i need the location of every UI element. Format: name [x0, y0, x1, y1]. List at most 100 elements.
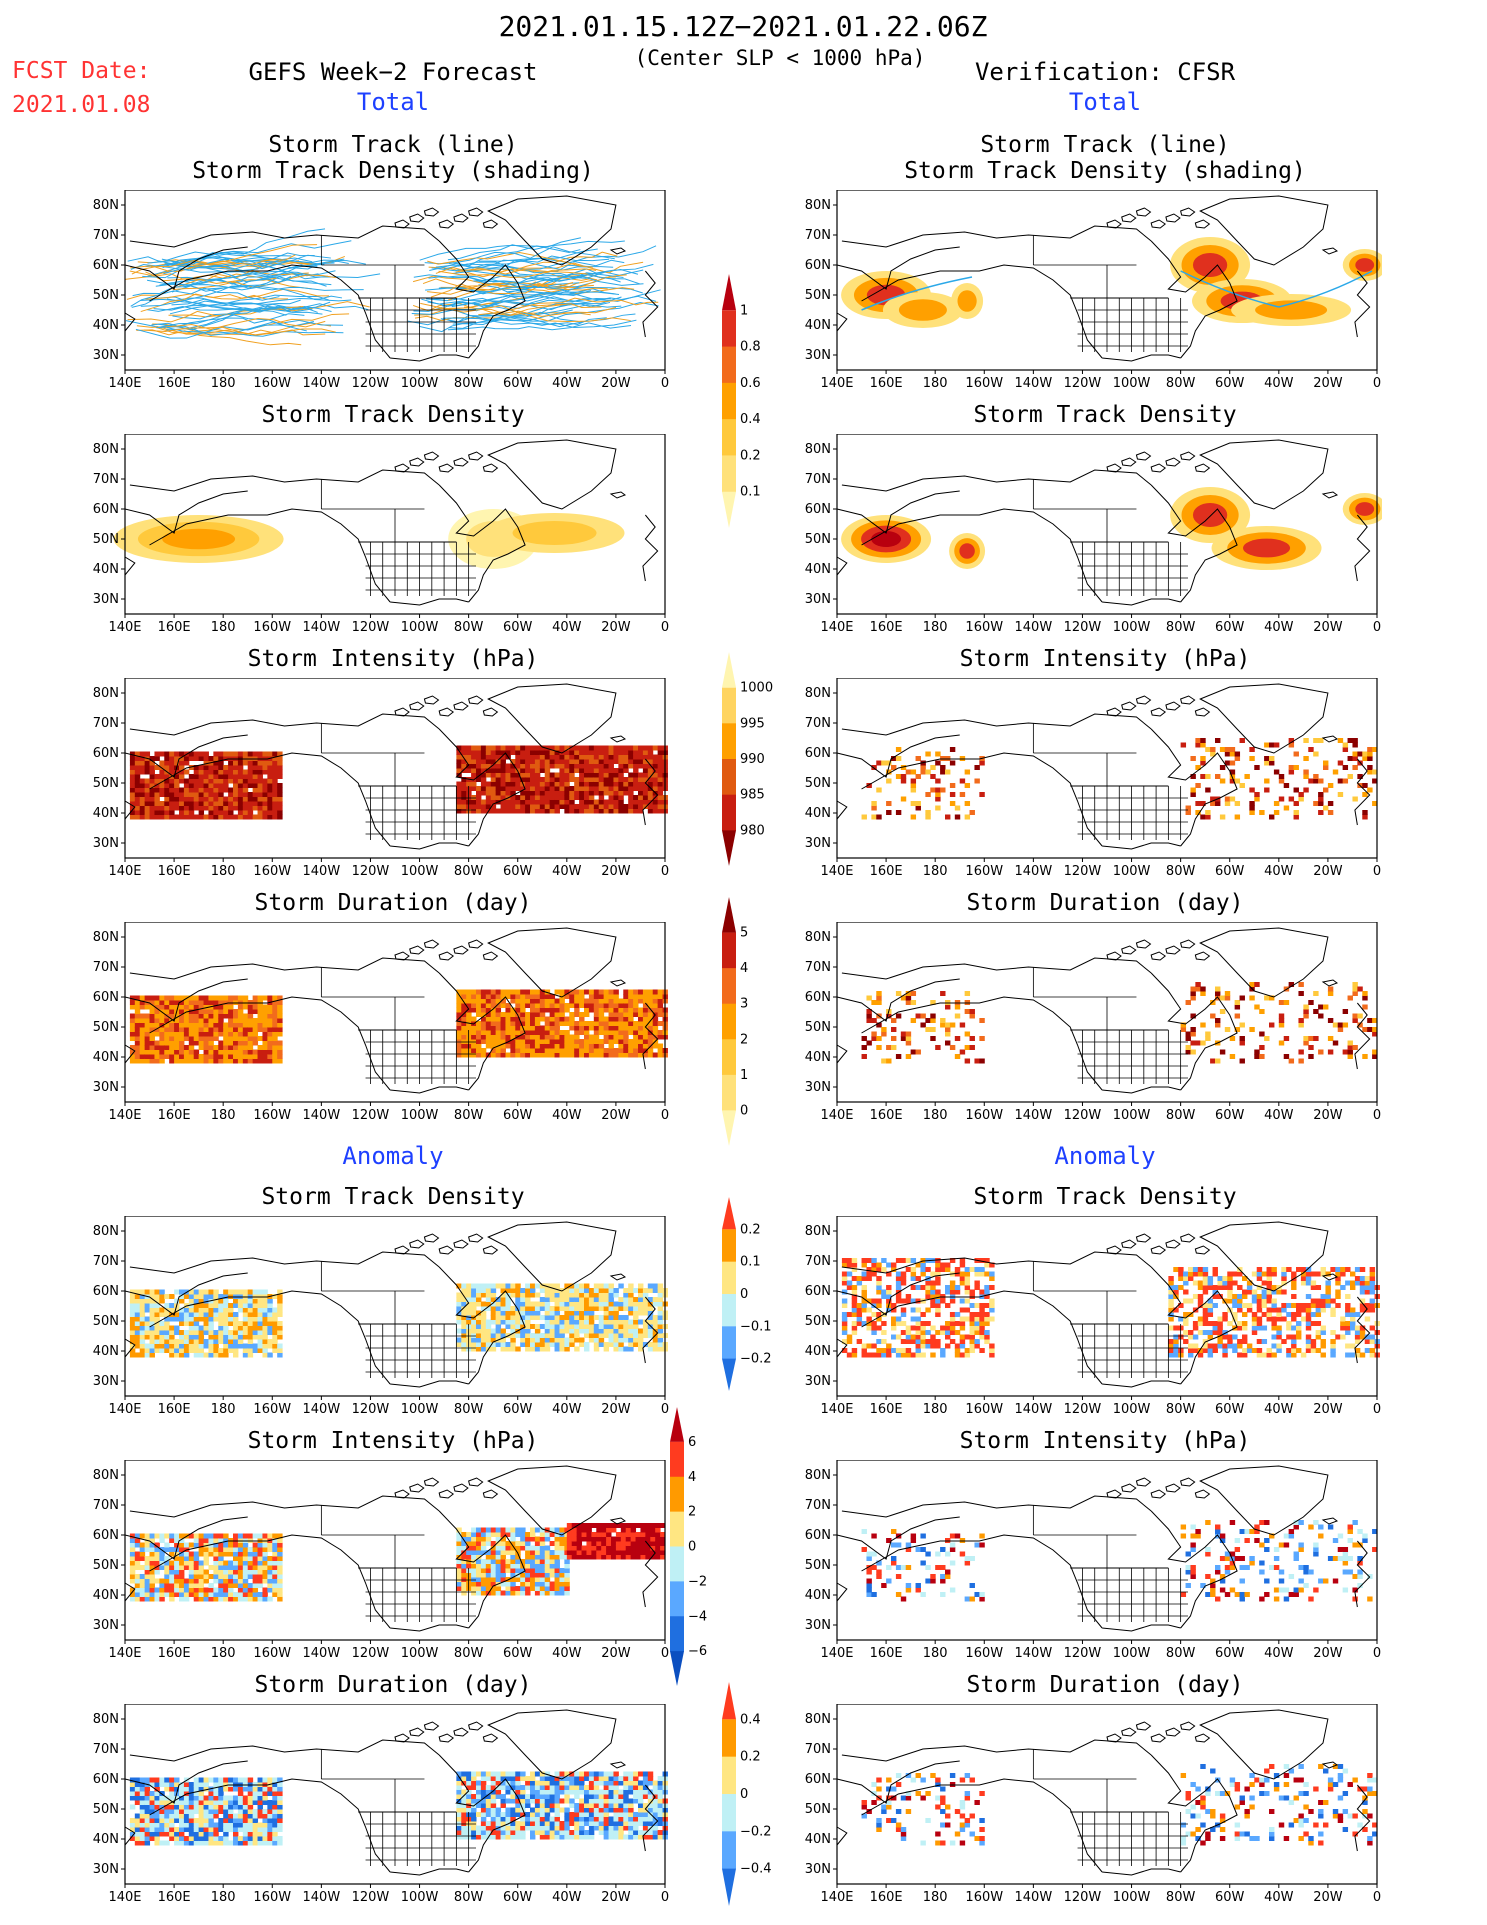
- svg-text:20W: 20W: [1313, 1108, 1343, 1123]
- map-track-forecast: 80N 70N 60N 50N 40N 30N 140E 160E 180 160W 140W 120…: [93, 190, 669, 391]
- svg-text:40N: 40N: [93, 318, 119, 333]
- svg-text:50N: 50N: [805, 1020, 831, 1035]
- svg-text:180: 180: [923, 620, 948, 635]
- svg-text:0: 0: [1373, 620, 1381, 635]
- svg-text:120W: 120W: [1064, 376, 1102, 391]
- svg-text:30N: 30N: [805, 1080, 831, 1095]
- svg-text:120W: 120W: [352, 1402, 390, 1417]
- svg-text:70N: 70N: [805, 960, 831, 975]
- svg-text:40N: 40N: [93, 1344, 119, 1359]
- svg-text:100W: 100W: [401, 864, 439, 879]
- svg-text:40N: 40N: [93, 562, 119, 577]
- svg-text:30N: 30N: [93, 348, 119, 363]
- svg-text:160E: 160E: [870, 1108, 903, 1123]
- panel-title-intensity-right: Storm Intensity (hPa): [959, 646, 1251, 672]
- colorbar-anom-density: 0.20.10−0.1−0.2: [722, 1197, 772, 1391]
- svg-text:40W: 40W: [1264, 620, 1294, 635]
- svg-text:80W: 80W: [1166, 1108, 1196, 1123]
- svg-text:30N: 30N: [805, 836, 831, 851]
- panel-title-anom-duration-left: Storm Duration (day): [254, 1672, 532, 1698]
- panel-title-track-left-2: Storm Track Density (shading): [192, 158, 594, 184]
- svg-text:100W: 100W: [1113, 1108, 1151, 1123]
- fcst-date-value: 2021.01.08: [12, 92, 151, 118]
- svg-text:20W: 20W: [1313, 620, 1343, 635]
- svg-text:100W: 100W: [1113, 376, 1151, 391]
- panel-title-anom-intensity-right: Storm Intensity (hPa): [959, 1428, 1251, 1454]
- svg-text:60N: 60N: [805, 258, 831, 273]
- panel-title-duration-right: Storm Duration (day): [966, 890, 1244, 916]
- svg-text:140E: 140E: [820, 864, 853, 879]
- panel-title-duration-left: Storm Duration (day): [254, 890, 532, 916]
- svg-text:140E: 140E: [108, 376, 141, 391]
- map-track-verification: 80N 70N 60N 50N 40N 30N 140E 160E 180 160W 140W 120…: [805, 190, 1382, 391]
- svg-text:140E: 140E: [820, 620, 853, 635]
- svg-text:40N: 40N: [805, 1050, 831, 1065]
- svg-text:160E: 160E: [158, 1108, 191, 1123]
- svg-text:140E: 140E: [108, 1108, 141, 1123]
- map-intensity-forecast: 80N 70N 60N 50N 40N 30N 140E 160E 180 160W 140W 120…: [93, 678, 669, 879]
- panel-title-track-right-2: Storm Track Density (shading): [904, 158, 1306, 184]
- panel-title-anom-duration-right: Storm Duration (day): [966, 1672, 1244, 1698]
- map-duration-verification: 80N 70N 60N 50N 40N 30N 140E 160E 180 160W 140W 120…: [805, 922, 1381, 1123]
- svg-text:140E: 140E: [820, 1108, 853, 1123]
- svg-text:160W: 160W: [253, 864, 291, 879]
- map-anom-density-forecast: 80N 70N 60N 50N 40N 30N 140E 160E 180 160W 140W 120…: [93, 1216, 669, 1417]
- svg-text:60N: 60N: [93, 258, 119, 273]
- svg-text:80W: 80W: [1166, 376, 1196, 391]
- svg-text:60N: 60N: [805, 746, 831, 761]
- colorbar-density: 10.80.60.40.20.1: [722, 274, 761, 528]
- svg-text:180: 180: [923, 1108, 948, 1123]
- svg-text:60W: 60W: [503, 1108, 533, 1123]
- svg-text:160E: 160E: [870, 1402, 903, 1417]
- svg-text:70N: 70N: [805, 1254, 831, 1269]
- svg-text:140E: 140E: [820, 1402, 853, 1417]
- svg-text:140W: 140W: [303, 620, 341, 635]
- svg-text:120W: 120W: [1064, 1108, 1102, 1123]
- svg-text:120W: 120W: [1064, 864, 1102, 879]
- svg-text:140E: 140E: [108, 1402, 141, 1417]
- svg-text:0: 0: [661, 1108, 669, 1123]
- svg-text:60W: 60W: [503, 1402, 533, 1417]
- panel-title-anom-density-left: Storm Track Density: [261, 1184, 525, 1210]
- svg-text:80N: 80N: [93, 930, 119, 945]
- svg-text:160W: 160W: [253, 620, 291, 635]
- svg-text:160E: 160E: [870, 620, 903, 635]
- panel-title-intensity-left: Storm Intensity (hPa): [247, 646, 539, 672]
- svg-text:50N: 50N: [93, 1020, 119, 1035]
- panel-title-track-left-1: Storm Track (line): [268, 132, 518, 158]
- panel-title-track-right-1: Storm Track (line): [980, 132, 1230, 158]
- svg-text:30N: 30N: [805, 348, 831, 363]
- svg-text:30N: 30N: [93, 592, 119, 607]
- svg-text:70N: 70N: [805, 228, 831, 243]
- svg-text:100W: 100W: [401, 1108, 439, 1123]
- svg-text:60W: 60W: [1215, 376, 1245, 391]
- svg-text:140W: 140W: [1015, 376, 1053, 391]
- svg-text:80W: 80W: [454, 1108, 484, 1123]
- svg-text:40W: 40W: [552, 620, 582, 635]
- svg-text:100W: 100W: [401, 620, 439, 635]
- svg-text:100W: 100W: [401, 1402, 439, 1417]
- svg-text:80N: 80N: [93, 686, 119, 701]
- svg-text:180: 180: [211, 376, 236, 391]
- svg-text:160W: 160W: [965, 1108, 1003, 1123]
- svg-text:60W: 60W: [503, 376, 533, 391]
- svg-text:160W: 160W: [253, 1402, 291, 1417]
- svg-text:50N: 50N: [805, 776, 831, 791]
- svg-text:60N: 60N: [805, 502, 831, 517]
- svg-text:20W: 20W: [601, 376, 631, 391]
- svg-text:80W: 80W: [1166, 620, 1196, 635]
- panel-title-density-left: Storm Track Density: [261, 402, 525, 428]
- svg-text:20W: 20W: [601, 864, 631, 879]
- svg-text:180: 180: [923, 1402, 948, 1417]
- svg-text:100W: 100W: [1113, 864, 1151, 879]
- svg-text:80W: 80W: [454, 376, 484, 391]
- svg-text:0: 0: [661, 376, 669, 391]
- svg-text:140W: 140W: [1015, 620, 1053, 635]
- panel-title-anom-intensity-left: Storm Intensity (hPa): [247, 1428, 539, 1454]
- section-anomaly-right: Anomaly: [1054, 1142, 1156, 1170]
- svg-text:70N: 70N: [93, 228, 119, 243]
- svg-text:160W: 160W: [965, 620, 1003, 635]
